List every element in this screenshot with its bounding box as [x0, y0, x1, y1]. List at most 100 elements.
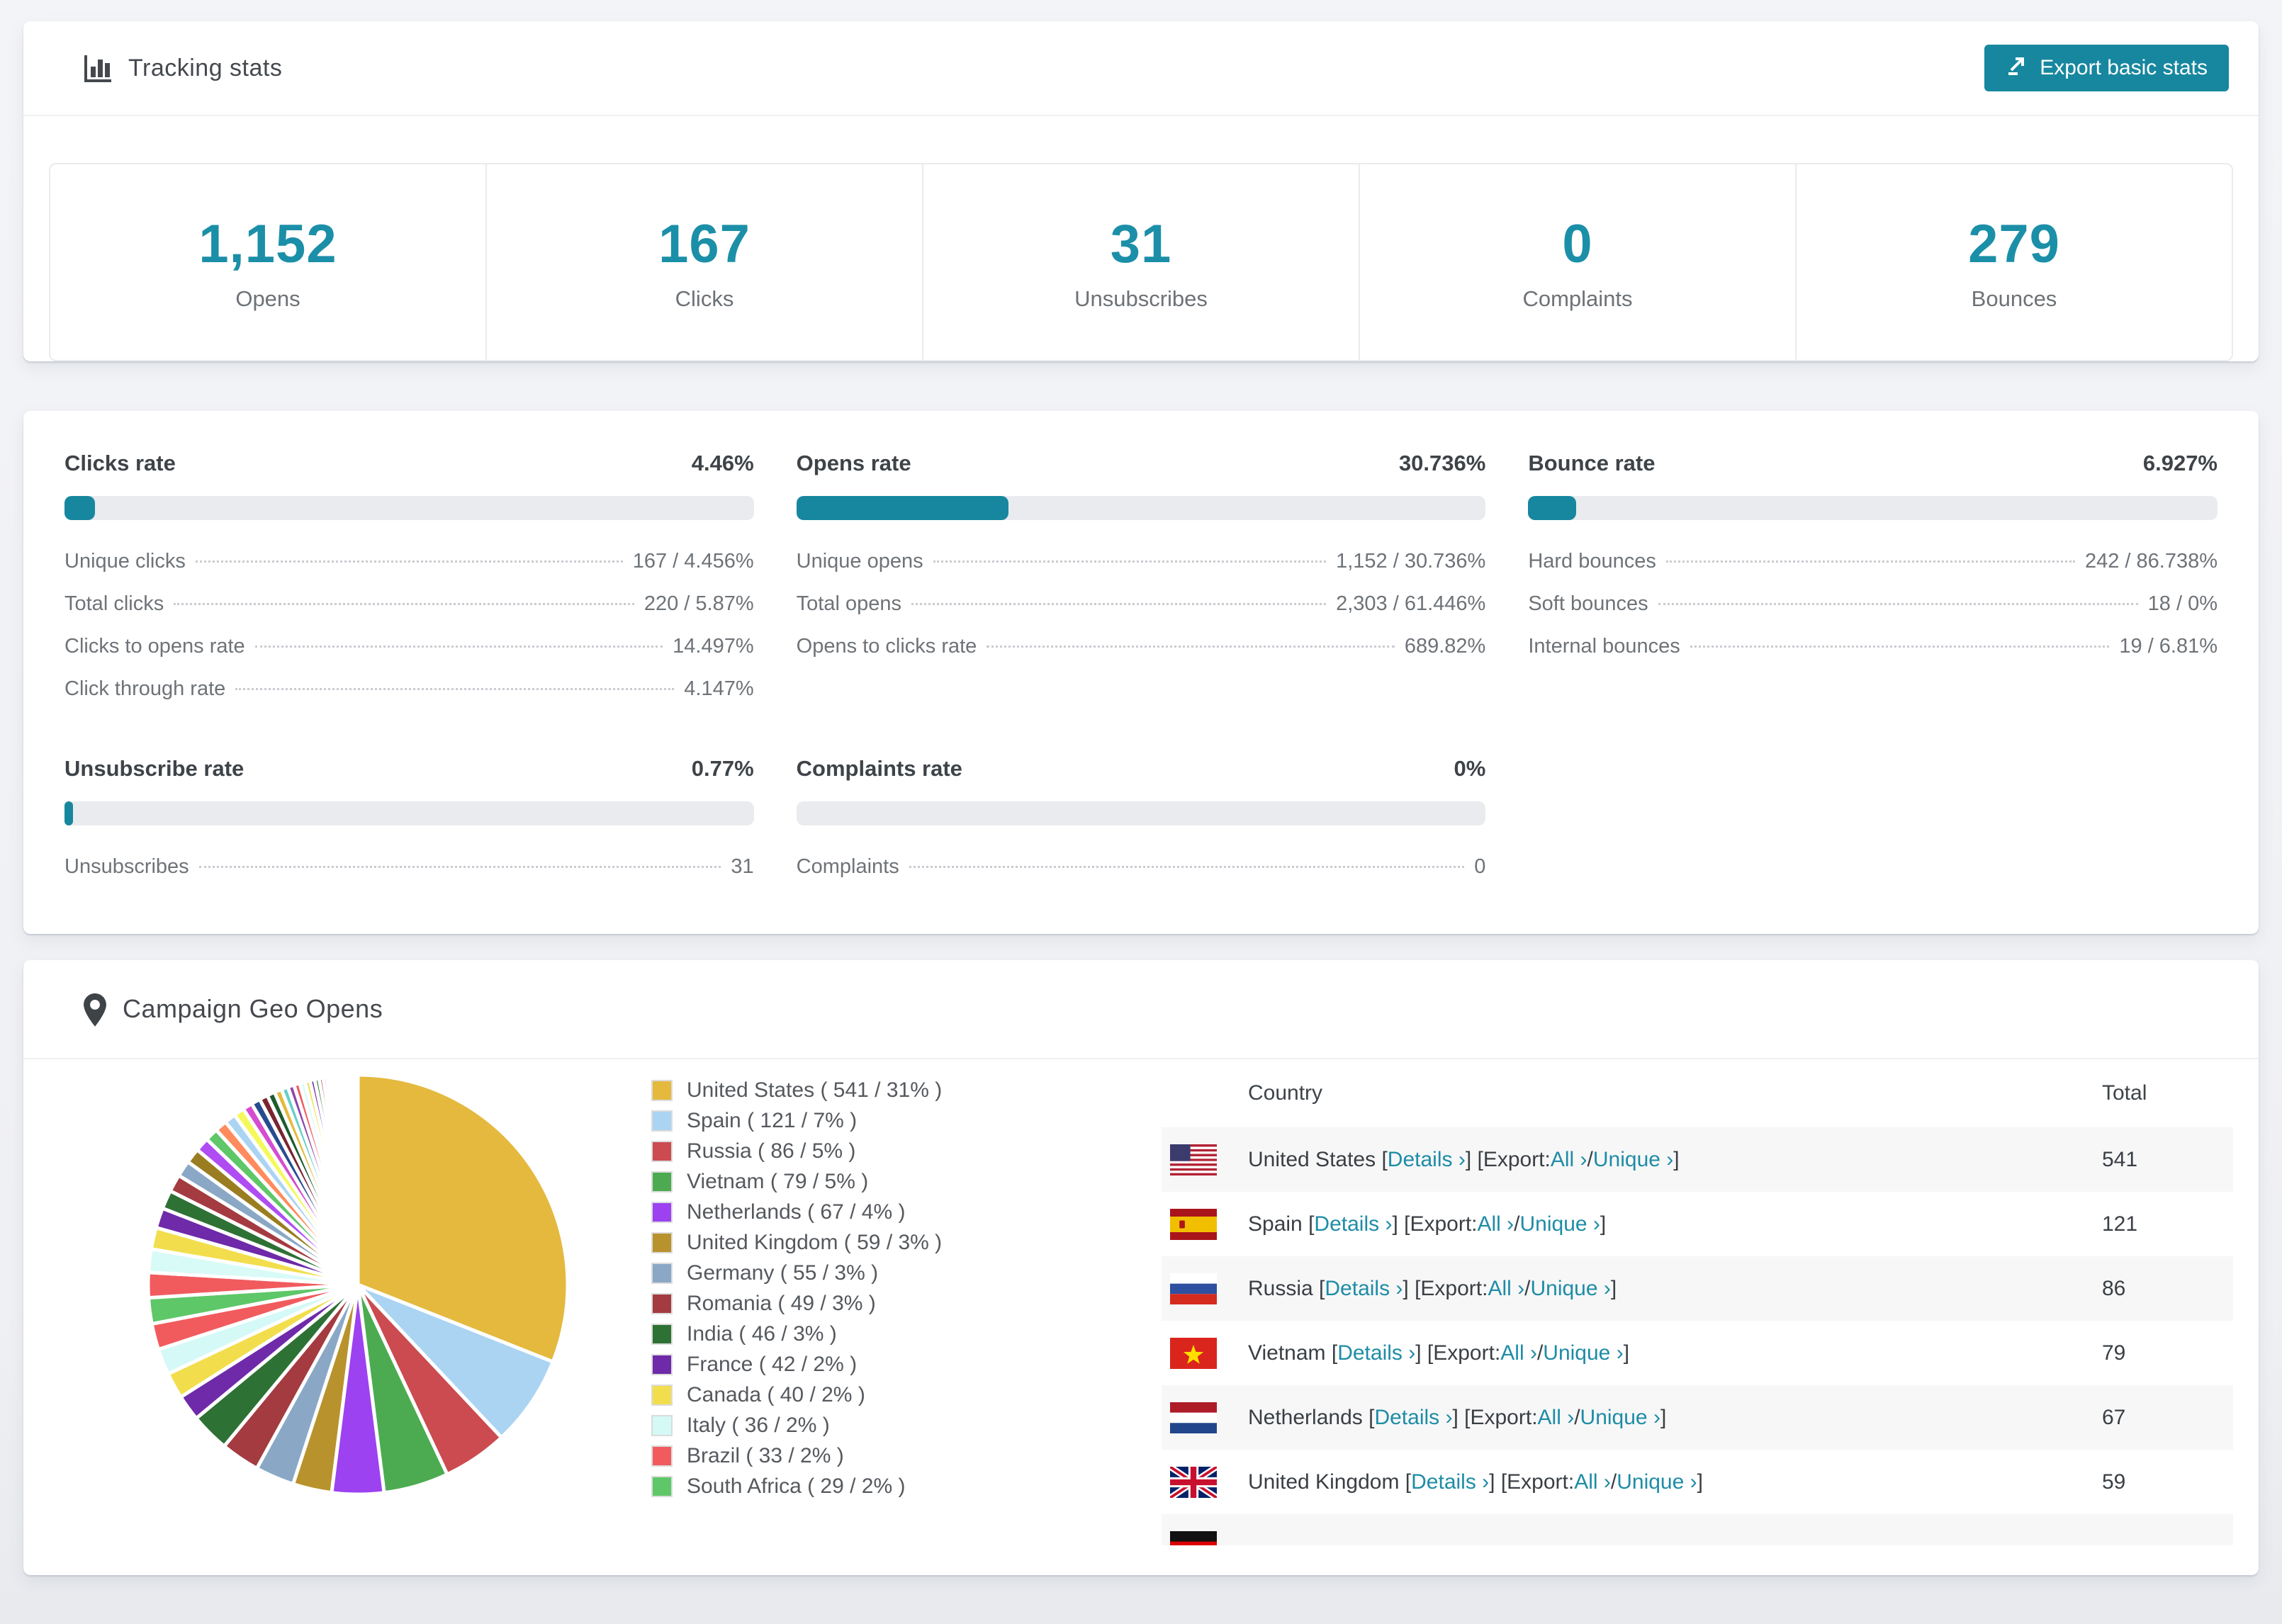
geo-link-details[interactable]: Details ›: [1314, 1212, 1393, 1236]
rate-head: Unsubscribe rate 0.77%: [64, 756, 754, 782]
rate-row-value: 0: [1474, 855, 1486, 878]
dotted-leader: [195, 560, 623, 563]
legend-item: Romania ( 49 / 3% ): [651, 1288, 1147, 1319]
geo-link-details[interactable]: Details ›: [1411, 1470, 1490, 1494]
stat-complaints: 0 Complaints: [1360, 164, 1797, 360]
rate-row-label: Hard bounces: [1528, 550, 1656, 573]
table-row: Russia [Details ›] [Export: All › / Uniq…: [1162, 1256, 2233, 1321]
table-row: Netherlands [Details ›] [Export: All › /…: [1162, 1385, 2233, 1450]
geo-link-details[interactable]: Details ›: [1374, 1405, 1453, 1429]
legend-label: United States ( 541 / 31% ): [687, 1078, 943, 1102]
legend-label: Canada ( 40 / 2% ): [687, 1382, 865, 1406]
rate-row-value: 4.147%: [684, 677, 754, 700]
stat-label: Opens: [235, 286, 300, 311]
export-basic-stats-button[interactable]: Export basic stats: [1984, 45, 2229, 91]
legend-item: Italy ( 36 / 2% ): [651, 1410, 1147, 1440]
table-row: United Kingdom [Details ›] [Export: All …: [1162, 1450, 2233, 1514]
dotted-leader: [198, 866, 721, 868]
rate-row-value: 1,152 / 30.736%: [1336, 550, 1486, 573]
bracket: [: [1308, 1212, 1315, 1236]
country-name: Spain: [1248, 1212, 1309, 1236]
rate-row-label: Unsubscribes: [64, 855, 189, 878]
geo-link-unique[interactable]: Unique ›: [1519, 1212, 1600, 1236]
country-cell: Vietnam [Details ›] [Export: All › / Uni…: [1162, 1337, 2102, 1369]
stats-row: 1,152 Opens 167 Clicks 31 Unsubscribes 0 Compla…: [49, 163, 2233, 361]
page-title: Tracking stats: [128, 54, 283, 81]
geo-link-all[interactable]: All ›: [1537, 1405, 1575, 1429]
dotted-leader: [933, 560, 1327, 563]
legend-label: Russia ( 86 / 5% ): [687, 1139, 856, 1163]
geo-link-details[interactable]: Details ›: [1387, 1147, 1466, 1171]
country-total: [2102, 1514, 2233, 1545]
geo-link-all[interactable]: All ›: [1488, 1276, 1525, 1300]
geo-link-all[interactable]: All ›: [1477, 1212, 1514, 1236]
dotted-leader: [1658, 603, 2138, 605]
geo-link-details[interactable]: Details ›: [1337, 1341, 1416, 1365]
geo-link-unique[interactable]: Unique ›: [1592, 1147, 1674, 1171]
dotted-leader: [235, 688, 675, 690]
rate-row: Unsubscribes 31: [64, 855, 754, 879]
rate-head: Clicks rate 4.46%: [64, 451, 754, 476]
rate-block-opens-rate: Opens rate 30.736% Unique opens 1,152 / 30.…: [796, 451, 1486, 701]
rate-row-value: 19 / 6.81%: [2119, 635, 2218, 658]
rate-row: Internal bounces 19 / 6.81%: [1528, 635, 2218, 658]
legend-swatch: [651, 1445, 673, 1467]
column-header-total: Total: [2102, 1081, 2147, 1105]
geo-title: Campaign Geo Opens: [123, 994, 383, 1023]
bracket: ] [Export:: [1465, 1147, 1551, 1171]
country-cell: Spain [Details ›] [Export: All › / Uniqu…: [1162, 1208, 2102, 1240]
rate-row: Complaints 0: [797, 855, 1486, 879]
rate-row-label: Internal bounces: [1528, 635, 1680, 658]
rate-row-value: 167 / 4.456%: [632, 550, 754, 573]
pie-slice: [356, 1282, 555, 1440]
rate-row-label: Opens to clicks rate: [796, 635, 977, 658]
rate-title: Clicks rate: [64, 451, 176, 475]
flag-us-icon: [1170, 1144, 1217, 1175]
country-total: 59: [2102, 1470, 2126, 1494]
country-name: United Kingdom: [1248, 1470, 1405, 1494]
legend-item: France ( 42 / 2% ): [651, 1349, 1147, 1380]
country-cell: Netherlands [Details ›] [Export: All › /…: [1162, 1402, 2102, 1433]
stat-value: 0: [1562, 213, 1593, 274]
geo-link-details[interactable]: Details ›: [1325, 1276, 1403, 1300]
rate-row-value: 689.82%: [1404, 635, 1486, 658]
pie-slice: [356, 1073, 570, 1364]
country-total: 86: [2102, 1276, 2126, 1300]
rate-row: Unique clicks 167 / 4.456%: [64, 550, 754, 573]
slash: /: [1536, 1341, 1544, 1365]
stat-value: 279: [1968, 213, 2060, 274]
rate-block-bounce-rate: Bounce rate 6.927% Hard bounces 242 / 86.73…: [1528, 451, 2218, 701]
country-name: Netherlands: [1248, 1405, 1369, 1429]
export-icon: [2006, 54, 2028, 82]
geo-link-all[interactable]: All ›: [1574, 1470, 1611, 1494]
stat-unsubscribes: 31 Unsubscribes: [923, 164, 1360, 360]
progress-fill: [64, 801, 73, 825]
progress-bar: [796, 801, 1486, 825]
rate-value: 0%: [1454, 756, 1486, 781]
country-total: 67: [2102, 1405, 2126, 1429]
rate-row-value: 31: [731, 855, 754, 878]
rate-row-label: Unique opens: [796, 550, 923, 573]
legend-swatch: [651, 1079, 673, 1101]
geo-link-all[interactable]: All ›: [1500, 1341, 1537, 1365]
stat-label: Complaints: [1522, 286, 1633, 311]
geo-link-unique[interactable]: Unique ›: [1580, 1405, 1660, 1429]
bracket: ]: [1673, 1147, 1680, 1171]
rate-value: 0.77%: [691, 756, 754, 781]
legend-swatch: [651, 1201, 673, 1223]
rate-row-label: Unique clicks: [64, 550, 186, 573]
legend-item: Germany ( 55 / 3% ): [651, 1258, 1147, 1288]
legend-item: Russia ( 86 / 5% ): [651, 1136, 1147, 1166]
geo-link-unique[interactable]: Unique ›: [1530, 1276, 1611, 1300]
campaign-geo-opens-card: Campaign Geo Opens United States ( 541 /…: [23, 960, 2259, 1575]
dotted-leader: [1690, 645, 2110, 648]
bracket: [: [1368, 1405, 1375, 1429]
geo-body: United States ( 541 / 31% ) Spain ( 121 /…: [23, 1059, 2259, 1545]
geo-link-all[interactable]: All ›: [1550, 1147, 1587, 1171]
bracket: ] [Export:: [1415, 1341, 1501, 1365]
progress-fill: [796, 496, 1008, 520]
legend-item: Brazil ( 33 / 2% ): [651, 1440, 1147, 1471]
geo-link-unique[interactable]: Unique ›: [1543, 1341, 1624, 1365]
geo-link-unique[interactable]: Unique ›: [1617, 1470, 1697, 1494]
legend-swatch: [651, 1110, 673, 1132]
